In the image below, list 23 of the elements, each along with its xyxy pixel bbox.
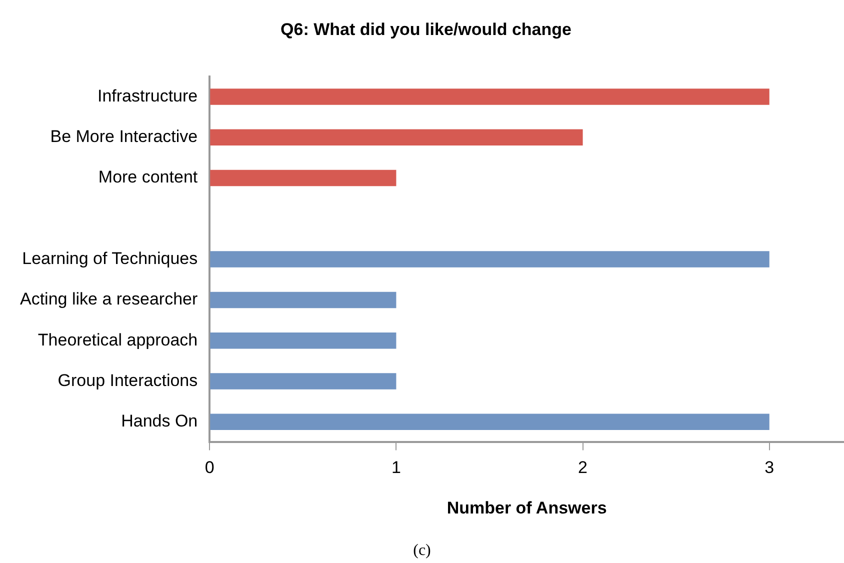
y-tick-label: Be More Interactive <box>50 127 198 146</box>
x-tick-label: 3 <box>764 458 774 478</box>
chart-title: Q6: What did you like/would change <box>280 20 572 39</box>
x-tick-label: 2 <box>578 458 588 478</box>
y-tick-label: More content <box>98 168 198 187</box>
y-tick-label: Hands On <box>121 412 198 431</box>
y-tick-label: Infrastructure <box>97 86 198 106</box>
bar <box>210 251 770 268</box>
bar <box>210 332 396 349</box>
y-tick-label: Group Interactions <box>58 370 198 390</box>
x-tick-label: 1 <box>391 458 401 478</box>
bar <box>210 292 396 308</box>
y-tick-label: Theoretical approach <box>38 330 198 350</box>
text: (c) <box>413 542 431 560</box>
y-tick-label: Learning of Techniques <box>22 248 198 268</box>
bar <box>210 129 583 146</box>
bar <box>210 88 770 105</box>
bar <box>210 170 396 186</box>
x-tick-label: 0 <box>204 458 214 478</box>
bar <box>210 414 770 430</box>
x-axis-title: Number of Answers <box>446 498 607 518</box>
y-tick-label: Acting like a researcher <box>20 290 198 309</box>
bar <box>210 373 396 390</box>
